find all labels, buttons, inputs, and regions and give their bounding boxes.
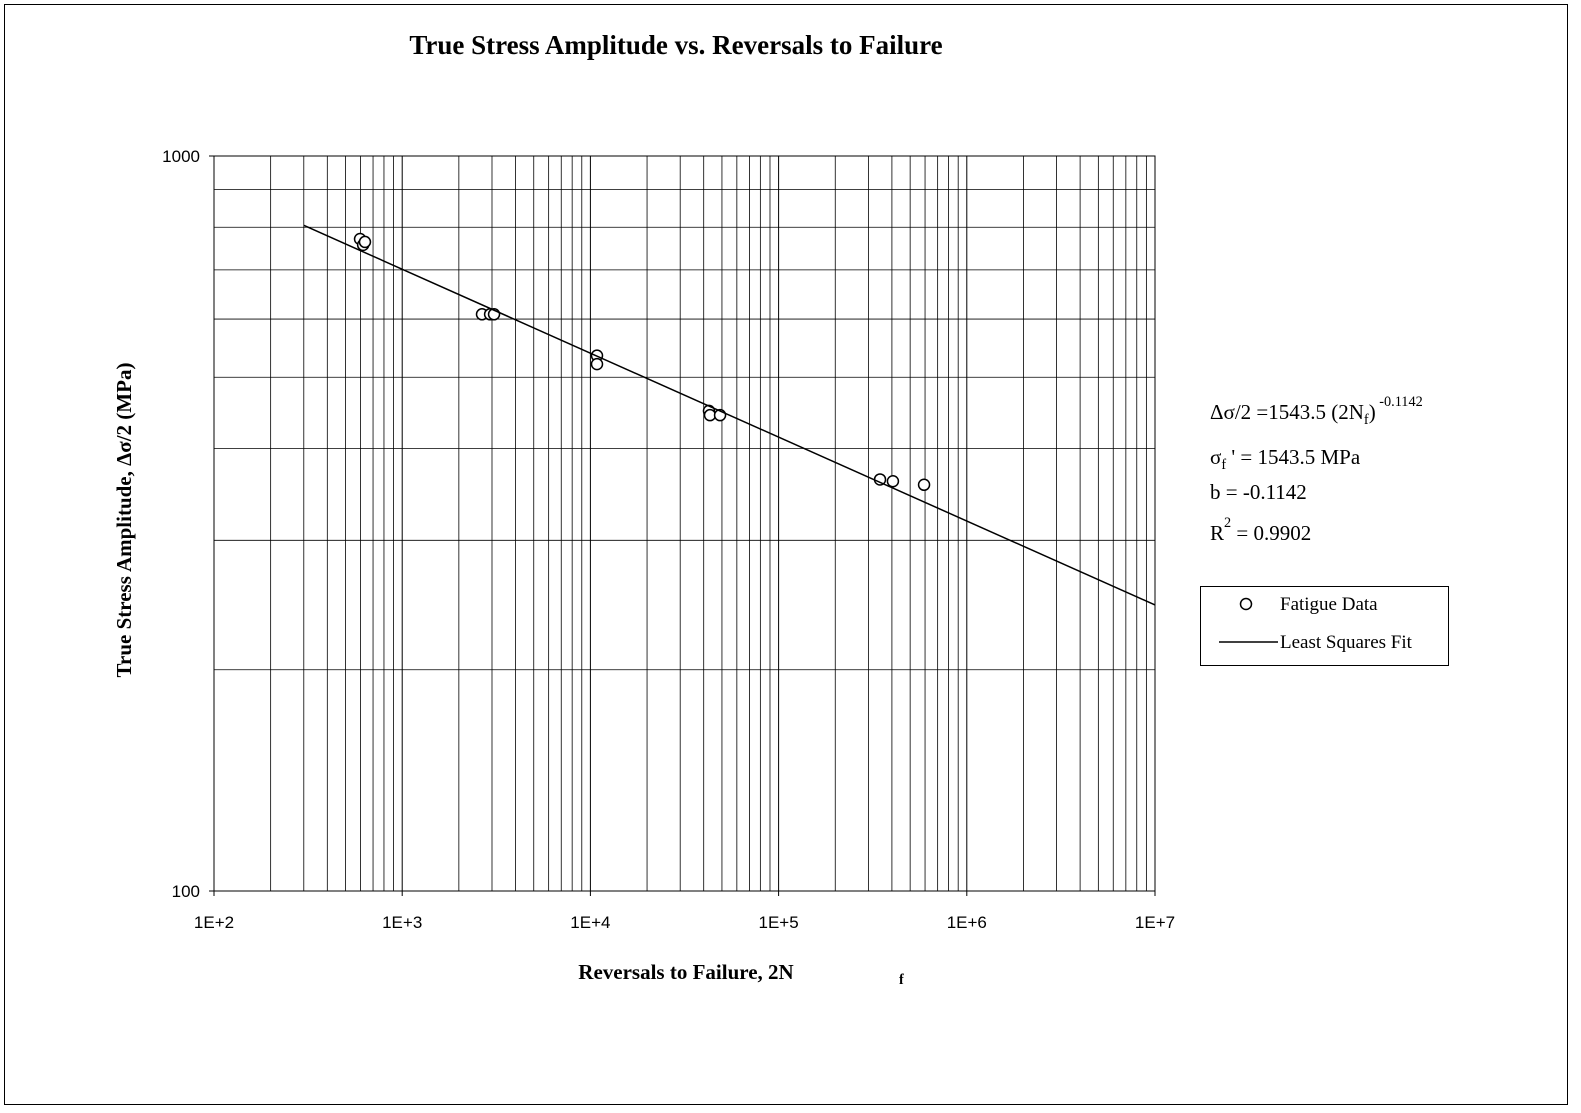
x-axis-label: Reversals to Failure, 2N f <box>578 960 904 988</box>
text-part: f <box>1221 457 1226 473</box>
annotation: R2 = 0.9902 <box>1210 515 1311 545</box>
text-part: R <box>1210 521 1224 545</box>
data-point <box>358 235 372 249</box>
text-part: b = -0.1142 <box>1210 480 1307 504</box>
data-point <box>886 474 900 488</box>
y-tick-label: 1000 <box>162 147 200 166</box>
frame <box>4 4 1568 1105</box>
x-tick-label: 1E+7 <box>1135 913 1175 932</box>
legend-swatch <box>1239 597 1253 611</box>
data-point <box>917 478 931 492</box>
annotation: σf ' = 1543.5 MPa <box>1210 445 1361 473</box>
text-part: Δσ/2 =1543.5 (2N <box>1210 400 1364 424</box>
text-part: ) <box>1369 400 1376 424</box>
text-part: -0.1142 <box>1376 394 1423 410</box>
text-part: Reversals to Failure, 2N <box>578 960 793 984</box>
text-part: f <box>899 972 904 988</box>
text-part: ' = 1543.5 MPa <box>1226 445 1361 469</box>
fit-line <box>303 224 1156 606</box>
legend-label: Least Squares Fit <box>1280 632 1413 653</box>
text-part: 2 <box>1224 515 1231 531</box>
text-part: σ <box>1210 445 1221 469</box>
annotation: b = -0.1142 <box>1210 480 1307 504</box>
x-tick-label: 1E+2 <box>194 913 234 932</box>
x-tick-label: 1E+5 <box>759 913 799 932</box>
legend-label: Fatigue Data <box>1280 594 1378 615</box>
text-part: f <box>1364 412 1369 428</box>
plot-border <box>213 155 1156 892</box>
x-tick-label: 1E+3 <box>382 913 422 932</box>
annotation: Δσ/2 =1543.5 (2Nf) -0.1142 <box>1210 394 1423 428</box>
x-tick-label: 1E+4 <box>570 913 610 932</box>
chart-title: True Stress Amplitude vs. Reversals to F… <box>409 30 942 60</box>
y-tick-label: 100 <box>172 882 200 901</box>
y-axis-label: True Stress Amplitude, Δσ/2 (MPa) <box>112 363 136 678</box>
data-point <box>590 357 604 371</box>
text-part: = 0.9902 <box>1231 521 1311 545</box>
x-tick-label: 1E+6 <box>947 913 987 932</box>
